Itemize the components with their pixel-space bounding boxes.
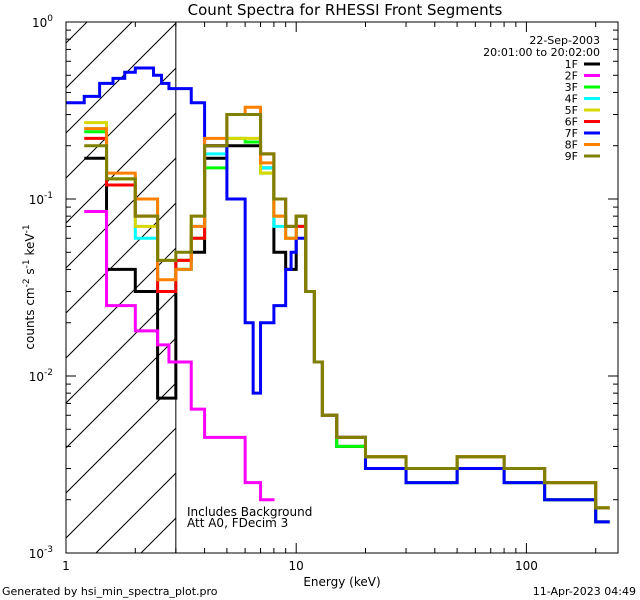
x-axis-label: Energy (keV) [303,575,380,589]
footer-generator: Generated by hsi_min_spectra_plot.pro [2,585,218,598]
hatched-region [0,0,640,553]
hatch-line [0,0,111,553]
hatch-line [66,202,176,314]
legend-label-8F: 8F [565,139,578,152]
y-tick-label: 10-1 [29,191,53,207]
hatch-line [66,292,176,404]
legend-label-7F: 7F [565,127,578,140]
note-attenuator: Att A0, FDecim 3 [187,516,288,530]
chart-title: Count Spectra for RHESSI Front Segments [188,1,503,19]
hatch-line [66,22,133,89]
hatch-line [66,382,176,494]
hatch-line [66,247,176,359]
legend-label-4F: 4F [565,93,578,106]
series-line-2F [84,209,275,502]
legend-label-3F: 3F [565,81,578,94]
time-range-label: 20:01:00 to 20:02:00 [483,46,600,59]
hatch-line [66,67,176,179]
y-tick-label: 10-3 [29,545,53,561]
date-label: 22-Sep-2003 [529,34,600,47]
series-line-6F [84,113,610,510]
x-tick-label: 10 [289,559,304,573]
series-line-1F [84,144,610,524]
hatch-line [231,0,640,553]
legend-label-6F: 6F [565,116,578,129]
hatch-line [66,157,176,269]
footer-timestamp: 11-Apr-2023 04:49 [533,585,636,598]
y-tick-label: 100 [32,14,53,30]
series-line-3F [84,130,610,524]
legend-label-5F: 5F [565,104,578,117]
hatch-line [66,427,176,539]
legend-label-2F: 2F [565,70,578,83]
y-axis-label: counts cm-2 s-1 keV-1 [22,224,37,349]
series-line-7F [66,66,610,524]
x-tick-label: 100 [515,559,538,573]
axis-ticks [65,21,618,554]
series-layer [66,66,610,524]
legend-label-1F: 1F [565,58,578,71]
y-tick-label: 10-2 [29,368,53,384]
hatch-line [66,22,176,134]
hatch-line [66,337,176,449]
x-tick-label: 1 [62,559,70,573]
note-background: Includes Background [187,505,312,519]
tick-labels: 1 10 100 10-3 10-2 10-1 100 [29,14,538,573]
hatch-line [95,472,176,553]
series-line-4F [84,113,610,510]
series-line-5F [84,121,610,510]
plot-frame [65,21,619,554]
legend-label-9F: 9F [565,150,578,163]
series-line-9F [84,113,610,510]
